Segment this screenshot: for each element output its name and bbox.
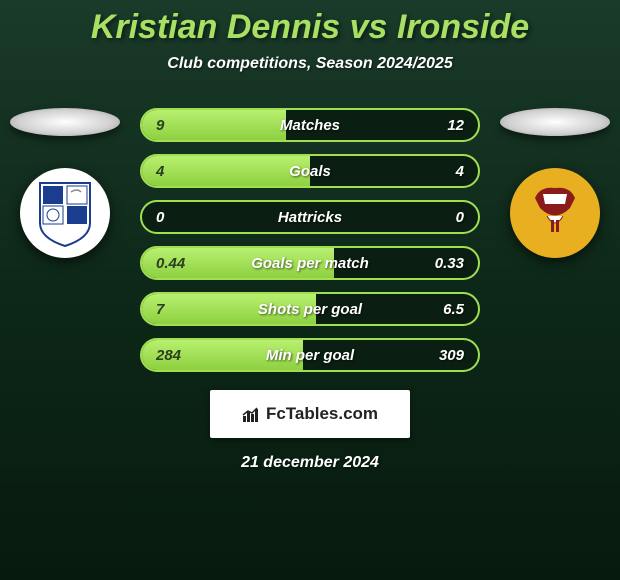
player-left-avatar-placeholder [10, 108, 120, 136]
footer-date: 21 december 2024 [0, 454, 620, 472]
content-area: 912Matches 44Goals 00Hattricks 0.440.33Goal… [0, 108, 620, 372]
player-right-column [495, 108, 615, 258]
stat-row: 912Matches [140, 108, 480, 142]
subtitle: Club competitions, Season 2024/2025 [0, 55, 620, 73]
chart-icon [242, 406, 262, 422]
stat-row: 76.5Shots per goal [140, 292, 480, 326]
stat-row: 284309Min per goal [140, 338, 480, 372]
stat-label: Shots per goal [142, 301, 478, 318]
player-left-column [5, 108, 125, 258]
main-container: Kristian Dennis vs Ironside Club competi… [0, 0, 620, 580]
footer-brand-logo: FcTables.com [210, 390, 410, 438]
player-left-club-badge [20, 168, 110, 258]
stat-label: Hattricks [142, 209, 478, 226]
stat-label: Matches [142, 117, 478, 134]
player-right-club-badge [510, 168, 600, 258]
stat-label: Goals per match [142, 255, 478, 272]
doncaster-badge-icon [525, 178, 585, 248]
stat-row: 0.440.33Goals per match [140, 246, 480, 280]
footer-brand-label: FcTables.com [266, 404, 378, 424]
stat-row: 44Goals [140, 154, 480, 188]
stat-row: 00Hattricks [140, 200, 480, 234]
footer-brand-text: FcTables.com [242, 404, 378, 424]
stat-label: Min per goal [142, 347, 478, 364]
page-title: Kristian Dennis vs Ironside [0, 8, 620, 47]
stats-column: 912Matches 44Goals 00Hattricks 0.440.33Goal… [140, 108, 480, 372]
tranmere-badge-icon [35, 178, 95, 248]
stat-label: Goals [142, 163, 478, 180]
player-right-avatar-placeholder [500, 108, 610, 136]
